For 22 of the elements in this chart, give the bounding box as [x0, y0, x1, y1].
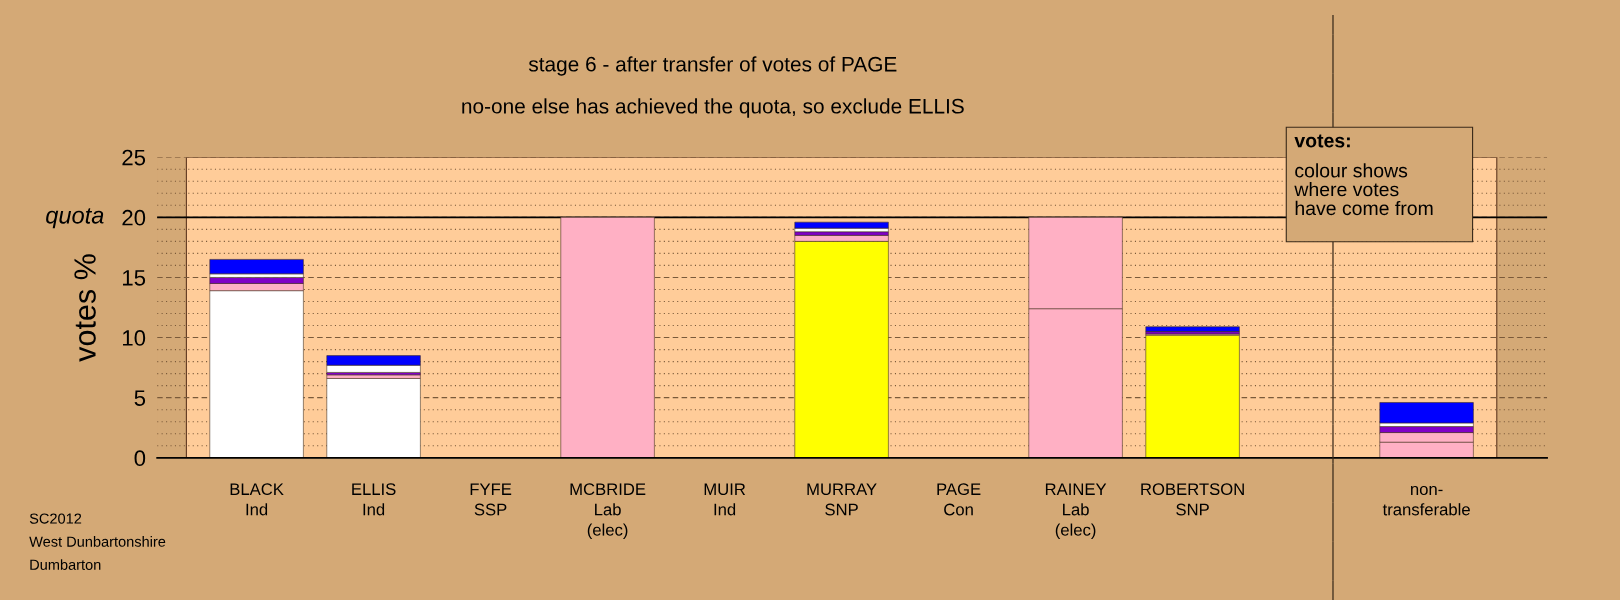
ref-line-label: quota [46, 208, 104, 229]
x-tick-label: PAGE Con [937, 483, 981, 516]
y-tick-label: 25 [122, 149, 146, 166]
chart-title: stage 6 - after transfer of votes of PAGE [528, 56, 897, 76]
y-tick-label: 5 [134, 390, 146, 406]
y-tick-label: 10 [123, 330, 146, 346]
x-tick-label: ELLIS Ind [352, 483, 396, 516]
y-tick-label: 15 [123, 270, 146, 286]
y-tick-label: 20 [122, 209, 146, 226]
annotation: votes: colour shows where votes have come from [1294, 134, 1433, 216]
y-tick-label: 0 [134, 450, 146, 467]
x-tick-label: non- transferable [1382, 485, 1470, 516]
chart-subtitle: no-one else has achieved the quota, so exclude ELLIS [462, 98, 964, 118]
text: SC2012 West Dunbartonshire Dumbarton [29, 513, 166, 570]
x-tick-label: BLACK Ind [230, 483, 284, 516]
x-tick-label: ROBERTSON SNP [1141, 483, 1244, 516]
x-tick-label: MCBRIDE Lab (elec) [570, 483, 646, 540]
y-axis-title: votes % [74, 254, 96, 362]
x-tick-label: RAINEY Lab (elec) [1045, 483, 1107, 540]
x-tick-label: MUIR Ind [704, 483, 746, 516]
x-tick-label: FYFE SSP [470, 483, 512, 516]
x-tick-label: MURRAY SNP [807, 483, 877, 516]
